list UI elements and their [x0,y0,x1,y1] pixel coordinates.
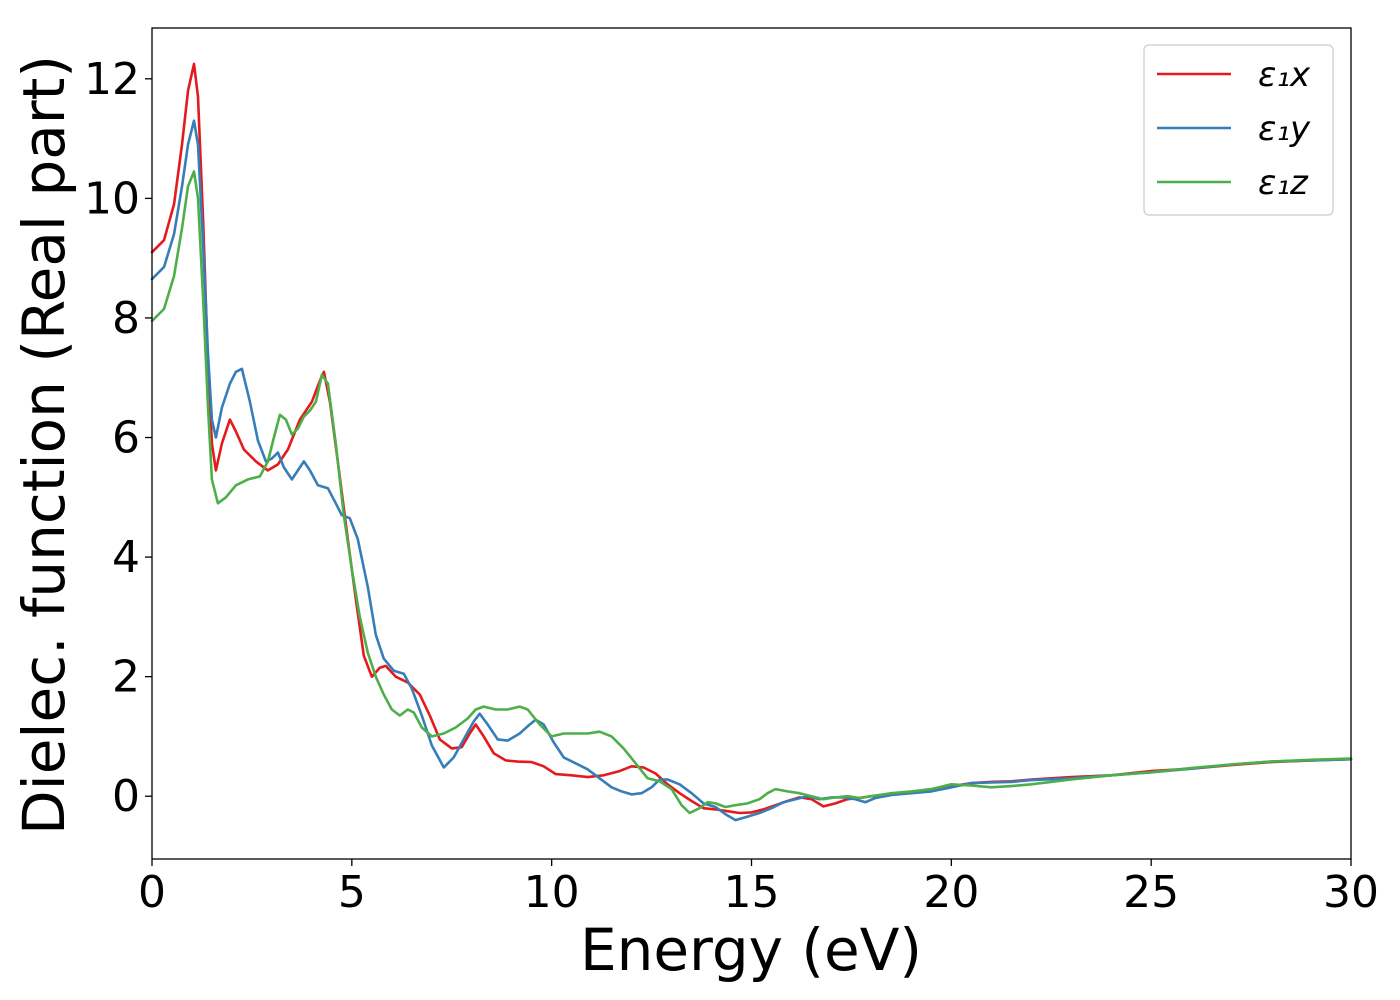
legend-label-1: ε₁x [1258,55,1311,95]
legend-label-2: ε₁y [1258,109,1311,149]
y-tick-label: 8 [112,293,140,344]
series-line-2 [150,119,1353,822]
x-tick-label: 10 [524,867,580,918]
x-axis-label: Energy (eV) [580,916,922,984]
x-axis-ticks: 0 5 10 15 20 25 30 [138,859,1379,918]
x-tick-label: 20 [923,867,979,918]
x-tick-label: 15 [724,867,780,918]
legend-frame [1143,44,1334,216]
y-tick-label: 10 [84,173,140,224]
series-layer [150,62,1353,822]
x-tick-label: 30 [1323,867,1379,918]
x-tick-label: 0 [138,867,166,918]
legend-label-3: ε₁z [1258,163,1309,203]
y-tick-label: 2 [112,652,140,703]
legend: ε₁x ε₁y ε₁z [1143,44,1334,216]
y-tick-label: 12 [84,54,140,105]
y-tick-label: 4 [112,532,140,583]
x-tick-label: 25 [1123,867,1179,918]
x-tick-label: 5 [338,867,366,918]
y-axis-label: Dielec. function (Real part) [10,55,78,835]
y-tick-label: 0 [112,771,140,822]
y-axis-ticks: 0 2 4 6 8 10 12 [84,54,152,822]
y-tick-label: 6 [112,413,140,464]
legend-entries: ε₁x ε₁y ε₁z [1157,55,1311,203]
series-line-3 [150,170,1353,815]
